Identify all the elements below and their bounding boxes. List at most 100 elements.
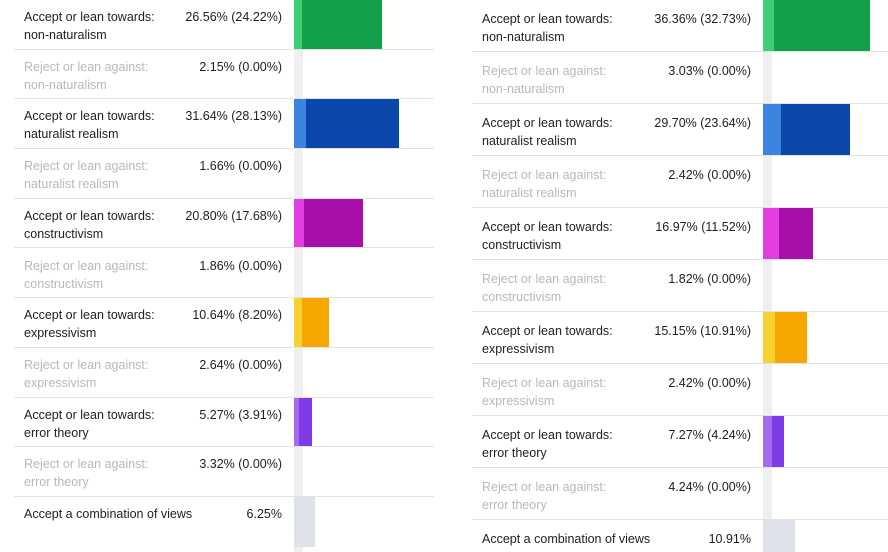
bar-combination-segment <box>294 497 315 547</box>
bar-outer-segment <box>294 198 305 248</box>
row-label-area: Reject or lean against: non-naturalism 2.… <box>14 50 294 99</box>
row-value-label: 3.03% (0.00%) <box>668 64 751 78</box>
bar-inner-segment <box>305 99 400 149</box>
reject-row: Reject or lean against: non-naturalism 3.… <box>472 52 888 104</box>
row-label: Reject or lean against: naturalist reali… <box>482 168 607 200</box>
bar-outer-segment <box>763 0 774 51</box>
bar-inner-segment <box>780 104 850 155</box>
accept-row: Accept or lean towards: error theory 7.27… <box>472 416 888 468</box>
row-label-area: Reject or lean against: expressivism 2.64… <box>14 348 294 397</box>
row-label: Reject or lean against: expressivism <box>24 357 149 390</box>
row-label: Accept or lean towards: expressivism <box>482 324 613 356</box>
reject-row: Reject or lean against: naturalist reali… <box>14 149 434 199</box>
bar-inner-segment <box>778 208 813 259</box>
row-label-area: Accept or lean towards: error theory 7.27… <box>472 416 763 467</box>
row-label-area: Reject or lean against: naturalist reali… <box>472 156 763 207</box>
row-value-label: 29.70% (23.64%) <box>654 116 751 130</box>
bar-inner-segment <box>301 0 383 49</box>
row-label: Accept or lean towards: constructivism <box>24 208 155 241</box>
row-label-area: Accept a combination of views 6.25% <box>14 497 294 547</box>
row-label-area: Accept or lean towards: non-naturalism 26… <box>14 0 294 49</box>
accept-row: Accept or lean towards: expressivism 15.1… <box>472 312 888 364</box>
row-label: Accept or lean towards: naturalist reali… <box>24 109 155 142</box>
row-label-area: Accept or lean towards: naturalist reali… <box>14 99 294 148</box>
row-label-area: Reject or lean against: expressivism 2.42… <box>472 364 763 415</box>
row-label-area: Reject or lean against: error theory 4.24… <box>472 468 763 519</box>
accept-row: Accept or lean towards: naturalist reali… <box>14 99 434 150</box>
row-label: Accept a combination of views <box>482 532 651 546</box>
row-value-label: 10.91% <box>708 532 751 546</box>
row-label: Reject or lean against: non-naturalism <box>482 64 607 96</box>
row-label: Accept a combination of views <box>24 507 193 521</box>
accept-row: Accept or lean towards: non-naturalism 26… <box>14 0 434 50</box>
bar-inner-segment <box>773 0 870 51</box>
bar-outer-segment <box>294 298 303 347</box>
accept-row: Accept or lean towards: non-naturalism 36… <box>472 0 888 52</box>
accept-row: Accept or lean towards: naturalist reali… <box>472 104 888 156</box>
baseline-axis <box>763 0 772 552</box>
bar-outer-segment <box>294 99 306 149</box>
bar-inner-segment <box>302 298 330 347</box>
row-label: Accept or lean towards: non-naturalism <box>24 10 155 42</box>
row-label: Reject or lean against: naturalist reali… <box>24 159 149 192</box>
row-label-area: Accept or lean towards: expressivism 10.6… <box>14 298 294 347</box>
row-label-area: Accept or lean towards: constructivism 20… <box>14 199 294 248</box>
row-value-label: 10.64% (8.20%) <box>192 308 282 323</box>
left-results-chart: Accept or lean towards: non-naturalism 26… <box>14 0 434 552</box>
row-label: Accept or lean towards: expressivism <box>24 308 155 341</box>
baseline-axis <box>294 0 303 552</box>
row-label: Reject or lean against: constructivism <box>24 258 149 291</box>
row-value-label: 31.64% (28.13%) <box>185 109 282 124</box>
bar-inner-segment <box>298 397 312 447</box>
accept-row: Accept or lean towards: constructivism 20… <box>14 198 434 249</box>
row-label-area: Reject or lean against: non-naturalism 3.… <box>472 52 763 103</box>
combination-row: Accept a combination of views 10.91% <box>472 520 888 552</box>
row-value-label: 36.36% (32.73%) <box>654 12 751 26</box>
row-label-area: Accept or lean towards: expressivism 15.1… <box>472 312 763 363</box>
row-label-area: Reject or lean against: constructivism 1.… <box>472 260 763 311</box>
row-value-label: 2.64% (0.00%) <box>199 357 282 372</box>
row-label: Reject or lean against: non-naturalism <box>24 59 149 92</box>
row-label: Accept or lean towards: non-naturalism <box>482 12 613 44</box>
row-label: Reject or lean against: error theory <box>482 480 607 512</box>
row-value-label: 26.56% (24.22%) <box>185 10 282 24</box>
bar-combination-segment <box>763 520 795 552</box>
row-label-area: Reject or lean against: constructivism 1.… <box>14 249 294 298</box>
row-label-area: Accept or lean towards: non-naturalism 36… <box>472 0 763 51</box>
reject-row: Reject or lean against: constructivism 1.… <box>14 249 434 299</box>
row-value-label: 6.25% <box>246 507 282 521</box>
reject-row: Reject or lean against: expressivism 2.42… <box>472 364 888 416</box>
reject-row: Reject or lean against: error theory 3.32… <box>14 447 434 497</box>
row-label-area: Accept or lean towards: error theory 5.27… <box>14 398 294 447</box>
row-value-label: 7.27% (4.24%) <box>668 428 751 442</box>
reject-row: Reject or lean against: naturalist reali… <box>472 156 888 208</box>
bar-outer-segment <box>763 312 776 363</box>
bar-outer-segment <box>294 397 299 447</box>
reject-row: Reject or lean against: constructivism 1.… <box>472 260 888 312</box>
row-label: Reject or lean against: error theory <box>24 457 149 490</box>
row-value-label: 1.66% (0.00%) <box>199 159 282 174</box>
row-label-area: Accept a combination of views 10.91% <box>472 520 763 552</box>
row-value-label: 15.15% (10.91%) <box>654 324 751 338</box>
row-value-label: 20.80% (17.68%) <box>185 208 282 223</box>
row-value-label: 3.32% (0.00%) <box>199 457 282 472</box>
row-value-label: 5.27% (3.91%) <box>199 407 282 422</box>
row-label: Accept or lean towards: error theory <box>482 428 613 460</box>
row-label-area: Accept or lean towards: constructivism 16… <box>472 208 763 259</box>
bar-outer-segment <box>763 104 781 155</box>
row-value-label: 2.42% (0.00%) <box>668 376 751 390</box>
row-label: Accept or lean towards: naturalist reali… <box>482 116 613 148</box>
row-value-label: 2.15% (0.00%) <box>199 59 282 74</box>
row-label-area: Reject or lean against: naturalist reali… <box>14 149 294 198</box>
accept-row: Accept or lean towards: constructivism 16… <box>472 208 888 260</box>
bar-inner-segment <box>775 312 808 363</box>
row-label: Accept or lean towards: error theory <box>24 407 155 440</box>
row-value-label: 4.24% (0.00%) <box>668 480 751 494</box>
right-results-chart: Accept or lean towards: non-naturalism 36… <box>472 0 888 552</box>
reject-row: Reject or lean against: error theory 4.24… <box>472 468 888 520</box>
combination-row: Accept a combination of views 6.25% <box>14 497 434 547</box>
bar-outer-segment <box>763 208 779 259</box>
bar-inner-segment <box>771 416 785 467</box>
bar-inner-segment <box>304 198 364 248</box>
row-label: Accept or lean towards: constructivism <box>482 220 613 252</box>
